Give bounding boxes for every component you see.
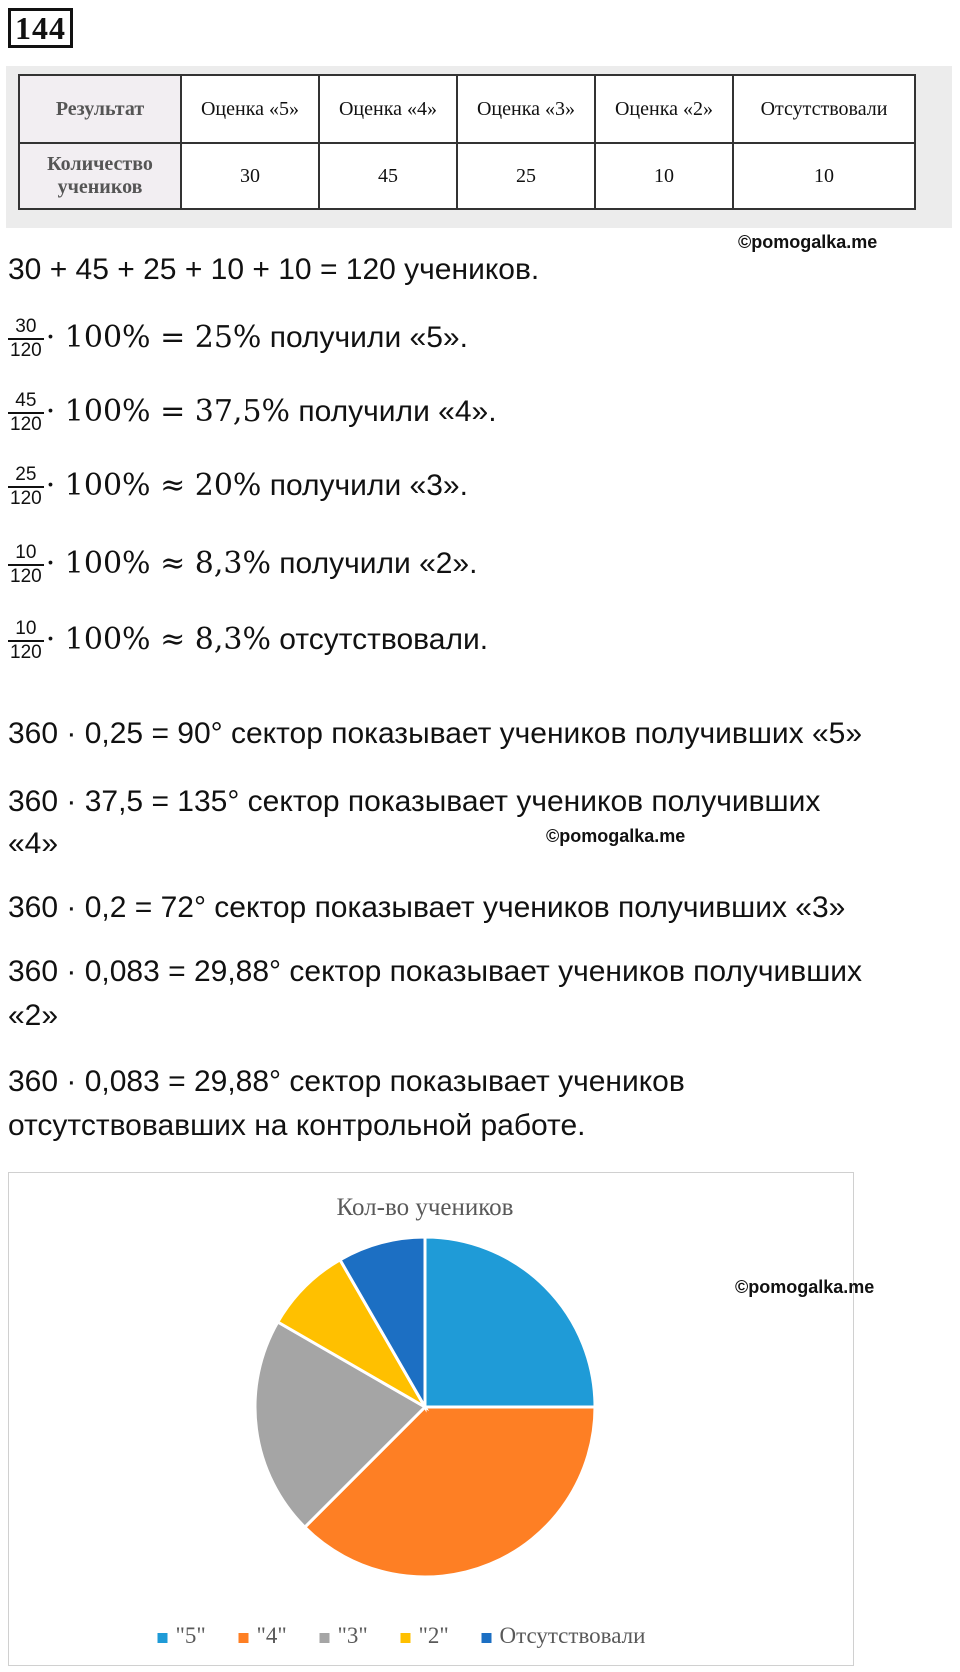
legend-label: Отсутствовали (500, 1623, 646, 1648)
table-cell: 10 (594, 142, 734, 210)
fraction: 30 120 (8, 316, 44, 362)
chart-title: Кол-во учеников (337, 1194, 514, 1221)
sector-line-cont: «2» (8, 999, 59, 1032)
col-header: Оценка «4» (318, 74, 458, 144)
legend-label: "3" (338, 1623, 368, 1648)
pie-chart-svg: Кол-во учеников "5" "4" "3" "2" Отсутствовал… (157, 1194, 646, 1648)
legend-swatch (157, 1633, 168, 1643)
percent-line: 10 120 · 100% ≈ 8,3% отсутствовали. (8, 618, 489, 664)
legend-swatch (238, 1633, 249, 1643)
results-table-image: Результат Оценка «5» Оценка «4» Оценка «… (6, 66, 952, 228)
percent-line: 25 120 · 100% ≈ 20% получили «3». (8, 464, 468, 510)
sector-line-cont: «4» (8, 827, 59, 860)
legend-swatch (481, 1633, 492, 1643)
table-cell: 30 (180, 142, 320, 210)
watermark: ©pomogalka.me (738, 232, 878, 252)
col-header: Отсутствовали (732, 74, 916, 144)
table-cell: 45 (318, 142, 458, 210)
watermark: ©pomogalka.me (735, 1277, 875, 1297)
col-header: Оценка «3» (456, 74, 596, 144)
sector-line: 360 · 0,2 = 72° сектор показывает ученик… (8, 891, 846, 924)
fraction: 45 120 (8, 390, 44, 436)
pie-slice (253, 1319, 428, 1530)
legend-swatch (400, 1633, 411, 1643)
row-header-count: Количество учеников (18, 142, 182, 210)
sector-line: 360 · 0,083 = 29,88° сектор показывает у… (8, 1065, 685, 1098)
col-header: Оценка «5» (180, 74, 320, 144)
sector-line-cont: отсутствовавших на контрольной работе. (8, 1109, 586, 1142)
task-number: 144 (8, 8, 73, 48)
percent-line: 45 120 · 100% = 37,5% получили «4». (8, 390, 497, 436)
pie-chart: Кол-во учеников "5" "4" "3" "2" Отсутствовал… (8, 1172, 874, 1666)
table-cell: 25 (456, 142, 596, 210)
fraction: 10 120 (8, 618, 44, 664)
pie-slice (302, 1405, 597, 1579)
sector-line: 360 · 37,5 = 135° сектор показывает учен… (8, 785, 821, 818)
legend-label: "5" (176, 1623, 206, 1648)
fraction: 25 120 (8, 464, 44, 510)
row-header-result: Результат (18, 74, 182, 144)
legend-label: "4" (257, 1623, 287, 1648)
results-table: Результат Оценка «5» Оценка «4» Оценка «… (18, 74, 916, 210)
total-line: 30 + 45 + 25 + 10 + 10 = 120 учеников. (8, 253, 540, 286)
legend-swatch (319, 1633, 330, 1643)
percent-line: 30 120 · 100% = 25% получили «5». (8, 316, 468, 362)
table-cell: 10 (732, 142, 916, 210)
legend-label: "2" (419, 1623, 449, 1648)
pie-slice (337, 1235, 427, 1413)
percent-line: 10 120 · 100% ≈ 8,3% получили «2». (8, 542, 478, 588)
watermark: ©pomogalka.me (546, 826, 686, 846)
pie-slice (423, 1235, 597, 1409)
col-header: Оценка «2» (594, 74, 734, 144)
fraction: 10 120 (8, 542, 44, 588)
pie-slice (275, 1257, 430, 1412)
sector-line: 360 · 0,083 = 29,88° сектор показывает у… (8, 955, 863, 988)
sector-line: 360 · 0,25 = 90° сектор показывает учени… (8, 717, 863, 750)
